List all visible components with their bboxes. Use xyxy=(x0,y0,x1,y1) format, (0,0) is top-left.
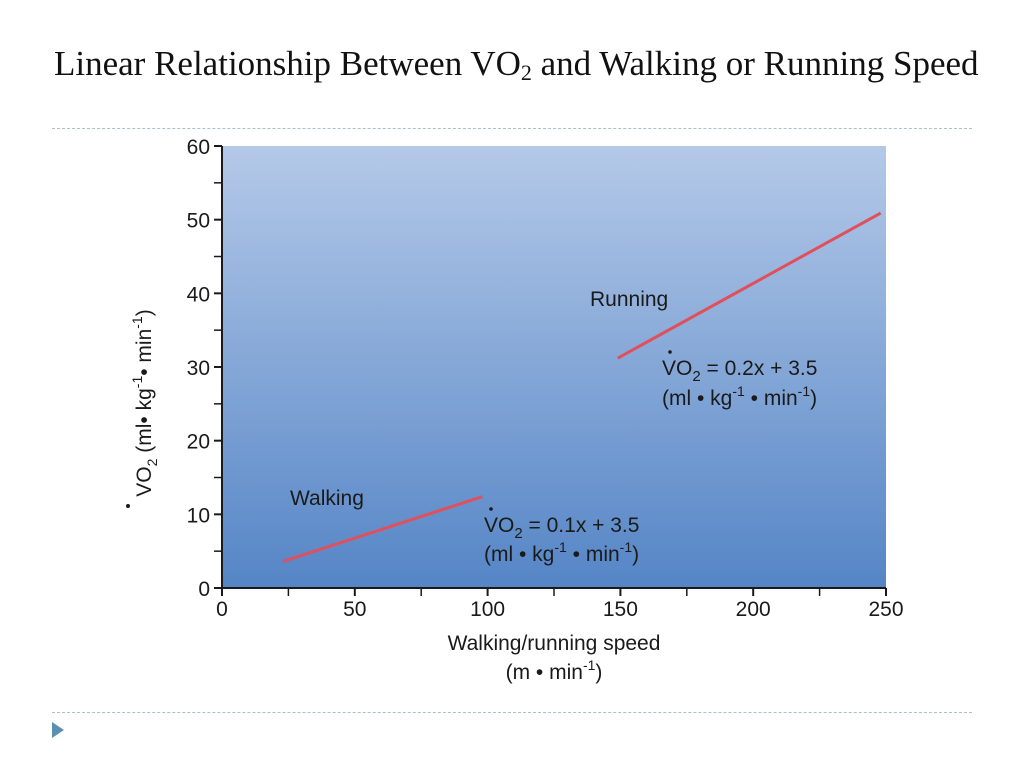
x-tick-label: 150 xyxy=(603,598,638,621)
x-tick-label: 100 xyxy=(470,598,505,621)
series-line-walking xyxy=(282,495,483,563)
walking-equation-units: (ml • kg-1 • min-1) xyxy=(484,539,639,566)
title-subscript: 2 xyxy=(520,60,532,85)
y-tick-label: 30 xyxy=(187,357,210,380)
plot-area xyxy=(222,146,886,588)
walking-equation: VO2 = 0.1x + 3.5 (ml • kg-1 • min-1) xyxy=(484,507,639,566)
y-axis-dot-accent xyxy=(126,504,130,508)
y-axis-label: VO2 (ml• kg-1• min-1) xyxy=(129,309,160,496)
x-tick-label: 250 xyxy=(868,598,903,621)
title-divider xyxy=(52,128,972,129)
series-label-walking: Walking xyxy=(290,487,364,510)
series-line-running xyxy=(617,211,882,360)
running-equation: VO2 = 0.2x + 3.5 (ml • kg-1 • min-1) xyxy=(662,350,817,410)
y-tick-label: 0 xyxy=(198,578,210,601)
slide-title: Linear Relationship Between VO2 and Walk… xyxy=(54,42,994,86)
running-equation-units: (ml • kg-1 • min-1) xyxy=(662,383,817,410)
x-tick-label: 0 xyxy=(216,598,228,621)
x-tick-label: 50 xyxy=(343,598,366,621)
x-axis-units: (m • min-1) xyxy=(506,657,603,684)
axes: 0 10 20 30 40 50 60 0 50 100 150 200 250 xyxy=(187,136,904,621)
walking-equation-text: VO2 = 0.1x + 3.5 xyxy=(484,514,639,542)
series-layer xyxy=(282,211,882,563)
footer-divider xyxy=(52,712,972,713)
triangle-right-icon xyxy=(52,722,64,738)
x-axis-label: Walking/running speed xyxy=(448,632,661,655)
title-part-2: and Walking or Running Speed xyxy=(531,44,979,83)
y-tick-label: 40 xyxy=(187,283,210,306)
y-tick-label: 10 xyxy=(187,504,210,527)
y-tick-label: 50 xyxy=(187,210,210,233)
y-tick-label: 20 xyxy=(187,431,210,454)
series-label-running: Running xyxy=(590,288,668,311)
y-tick-label: 60 xyxy=(187,136,210,159)
title-part-1: Linear Relationship Between VO xyxy=(54,44,521,83)
running-equation-text: VO2 = 0.2x + 3.5 xyxy=(662,357,817,385)
x-tick-label: 200 xyxy=(736,598,771,621)
